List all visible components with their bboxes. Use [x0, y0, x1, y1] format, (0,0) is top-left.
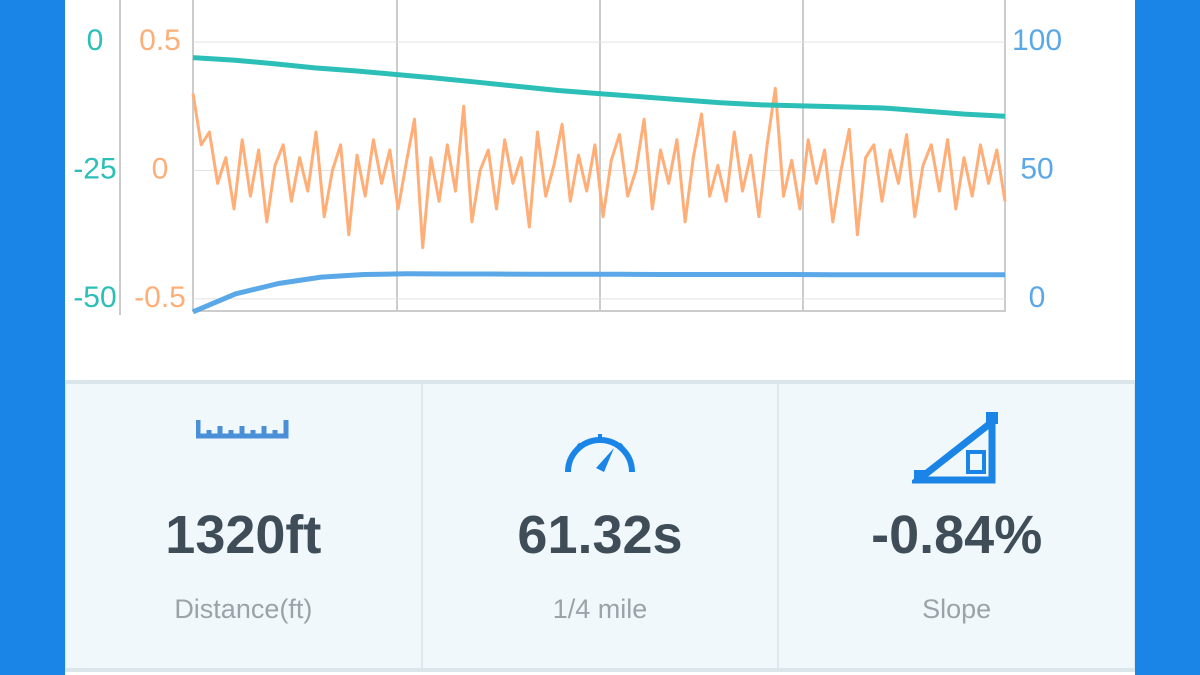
y-tick-label: -50	[73, 281, 116, 314]
y-tick-label: -25	[73, 153, 116, 186]
y-tick-label: 50	[1020, 152, 1053, 185]
line-series	[192, 271, 1005, 315]
ruler-icon	[196, 420, 289, 439]
y-tick-label: 0	[87, 24, 104, 57]
stat-value: -0.84%	[871, 505, 1043, 565]
stat-label: 1/4 mile	[552, 594, 648, 624]
y-tick-label: 0	[1029, 281, 1046, 314]
y-tick-label: 100	[1012, 24, 1062, 57]
y-tick-label: 0	[152, 152, 169, 185]
line-series	[191, 86, 1007, 250]
speedometer-icon	[565, 434, 635, 473]
stats-bar: 1320ft Distance(ft) 61.32s 1/4 mile -0.8…	[65, 380, 1135, 672]
stat-value: 61.32s	[517, 505, 683, 565]
slope-icon	[911, 412, 998, 484]
stat-label: Slope	[922, 594, 992, 624]
line-series	[192, 55, 1006, 119]
chart: 0 -25 -50 0.5 0 -0.5 100 50 0	[73, 0, 1062, 315]
stat-value: 1320ft	[165, 505, 322, 565]
stat-card: 1320ft Distance(ft)	[66, 384, 423, 668]
y-tick-label: -0.5	[134, 281, 186, 314]
stat-card: 61.32s 1/4 mile	[423, 384, 780, 668]
y-tick-label: 0.5	[139, 24, 181, 57]
stat-card: -0.84% Slope	[779, 384, 1134, 668]
stat-label: Distance(ft)	[174, 594, 313, 624]
